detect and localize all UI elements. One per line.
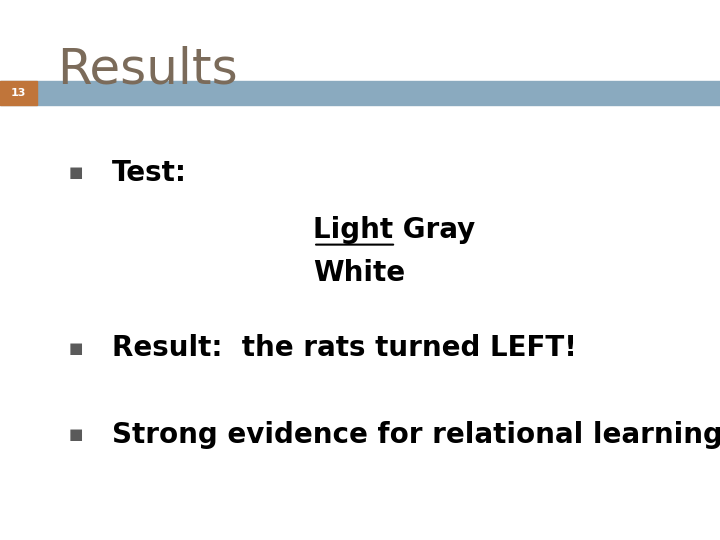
Text: White: White — [313, 259, 405, 287]
Text: ■: ■ — [68, 427, 83, 442]
Text: Strong evidence for relational learning: Strong evidence for relational learning — [112, 421, 720, 449]
Text: Test:: Test: — [112, 159, 186, 187]
FancyBboxPatch shape — [0, 81, 720, 105]
Text: Results: Results — [58, 46, 238, 94]
FancyBboxPatch shape — [0, 81, 37, 105]
Text: ■: ■ — [68, 165, 83, 180]
Text: ■: ■ — [68, 341, 83, 356]
Text: Light Gray: Light Gray — [313, 215, 475, 244]
Text: Result:  the rats turned LEFT!: Result: the rats turned LEFT! — [112, 334, 577, 362]
Text: 13: 13 — [11, 88, 27, 98]
